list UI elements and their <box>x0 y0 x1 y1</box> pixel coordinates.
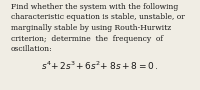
Text: $s^4\!+2s^3\!+6s^2\!+8s+8=0\,.$: $s^4\!+2s^3\!+6s^2\!+8s+8=0\,.$ <box>41 59 159 72</box>
Text: characteristic equation is stable, unstable, or: characteristic equation is stable, unsta… <box>11 13 185 21</box>
Text: criterion;  determine  the  frequency  of: criterion; determine the frequency of <box>11 35 163 43</box>
Text: oscillation:: oscillation: <box>11 45 53 53</box>
Text: Find whether the system with the following: Find whether the system with the followi… <box>11 3 178 11</box>
Text: marginally stable by using Routh-Hurwitz: marginally stable by using Routh-Hurwitz <box>11 24 171 32</box>
